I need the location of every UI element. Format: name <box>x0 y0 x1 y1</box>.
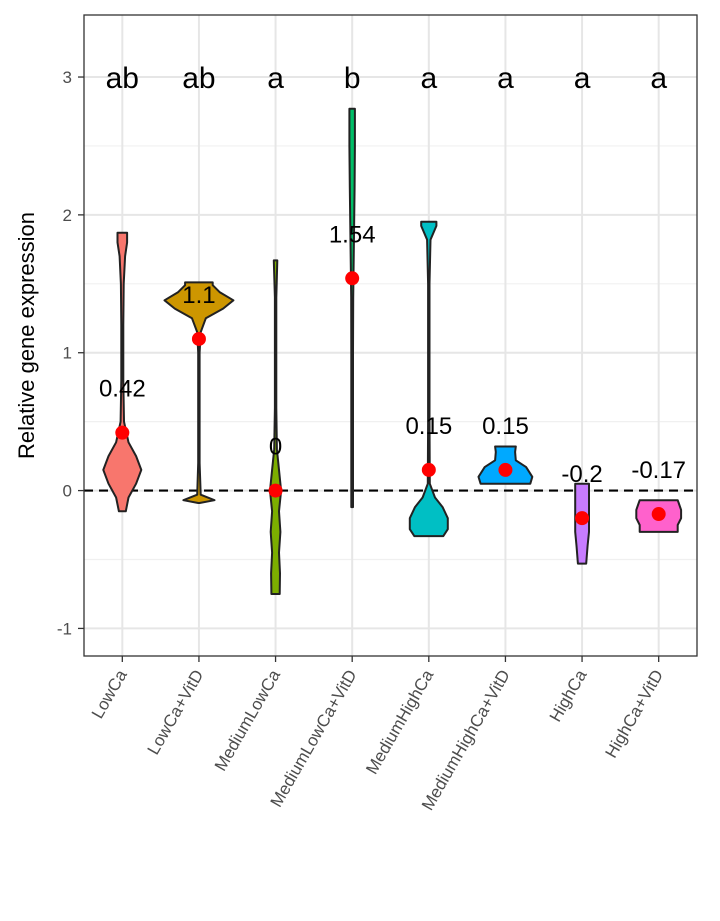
mean-value-label: 0.15 <box>405 413 452 440</box>
mean-value-label: 1.54 <box>329 221 376 248</box>
mean-point <box>268 483 283 498</box>
mean-point <box>575 511 590 526</box>
violin-lowca <box>102 231 143 513</box>
mean-point <box>115 425 130 440</box>
y-tick-label: 3 <box>63 68 72 87</box>
mean-value-label: 0.15 <box>482 413 529 440</box>
significance-letter: a <box>497 62 514 95</box>
mean-value-label: -0.17 <box>631 457 686 484</box>
mean-value-label: 0.42 <box>99 376 146 403</box>
violin-mediumhighca <box>408 220 449 538</box>
mean-value-label: -0.2 <box>561 461 602 488</box>
violin-mediumlowca <box>269 259 283 595</box>
y-axis-label: Relative gene expression <box>14 212 39 459</box>
y-tick-label: 0 <box>63 482 72 501</box>
mean-point <box>498 462 513 477</box>
significance-letter: a <box>267 62 284 95</box>
significance-letter: a <box>650 62 667 95</box>
mean-point <box>191 331 206 346</box>
mean-value-label: 0 <box>269 434 282 461</box>
significance-letter: ab <box>182 62 215 95</box>
mean-value-label: 1.1 <box>182 282 215 309</box>
violin-lowca-vitd <box>163 281 235 504</box>
significance-letter: b <box>344 62 361 95</box>
y-tick-label: 1 <box>63 344 72 363</box>
mean-point <box>651 507 666 522</box>
significance-letter: a <box>420 62 437 95</box>
mean-point <box>345 271 360 286</box>
significance-letter: ab <box>106 62 139 95</box>
mean-points <box>115 271 666 526</box>
significance-letter: a <box>574 62 591 95</box>
violin-mediumlowca-vitd <box>348 107 356 509</box>
significance-letters: ab ab a b a a a a <box>106 62 668 95</box>
mean-point <box>421 462 436 477</box>
y-tick-label: 2 <box>63 206 72 225</box>
mean-labels: 0.42 1.1 0 1.54 0.15 0.15 -0.2 -0.17 <box>99 221 686 488</box>
panel-border <box>83 14 698 657</box>
y-tick-label: -1 <box>57 619 72 638</box>
